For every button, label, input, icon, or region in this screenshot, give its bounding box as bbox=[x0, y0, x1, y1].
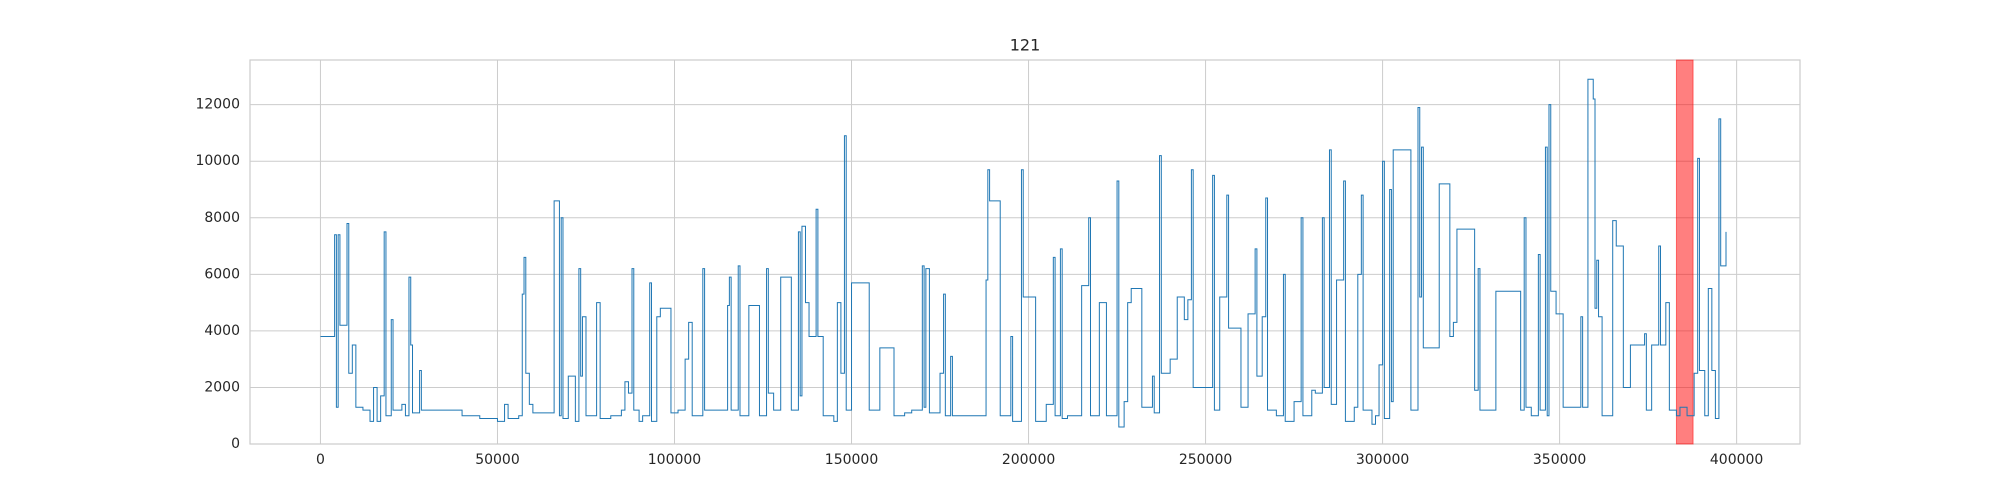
plot-frame bbox=[249, 59, 1801, 445]
x-tick-label: 300000 bbox=[1356, 452, 1409, 468]
y-tick-label: 4000 bbox=[204, 323, 240, 339]
x-tick-label: 150000 bbox=[825, 452, 878, 468]
data-line bbox=[320, 78, 1727, 428]
y-tick-label: 2000 bbox=[204, 379, 240, 395]
y-tick-label: 6000 bbox=[204, 266, 240, 282]
x-tick-label: 50000 bbox=[475, 452, 520, 468]
x-tick-label: 0 bbox=[316, 452, 325, 468]
x-tick-label: 350000 bbox=[1533, 452, 1586, 468]
x-tick-label: 100000 bbox=[648, 452, 701, 468]
y-tick-label: 10000 bbox=[195, 153, 240, 169]
y-tick-label: 0 bbox=[231, 436, 240, 452]
x-tick-label: 400000 bbox=[1710, 452, 1763, 468]
chart-title: 121 bbox=[1010, 36, 1041, 55]
x-tick-label: 200000 bbox=[1002, 452, 1055, 468]
y-tick-label: 8000 bbox=[204, 210, 240, 226]
x-tick-label: 250000 bbox=[1179, 452, 1232, 468]
y-tick-label: 12000 bbox=[195, 97, 240, 113]
highlight-span bbox=[1675, 59, 1694, 445]
